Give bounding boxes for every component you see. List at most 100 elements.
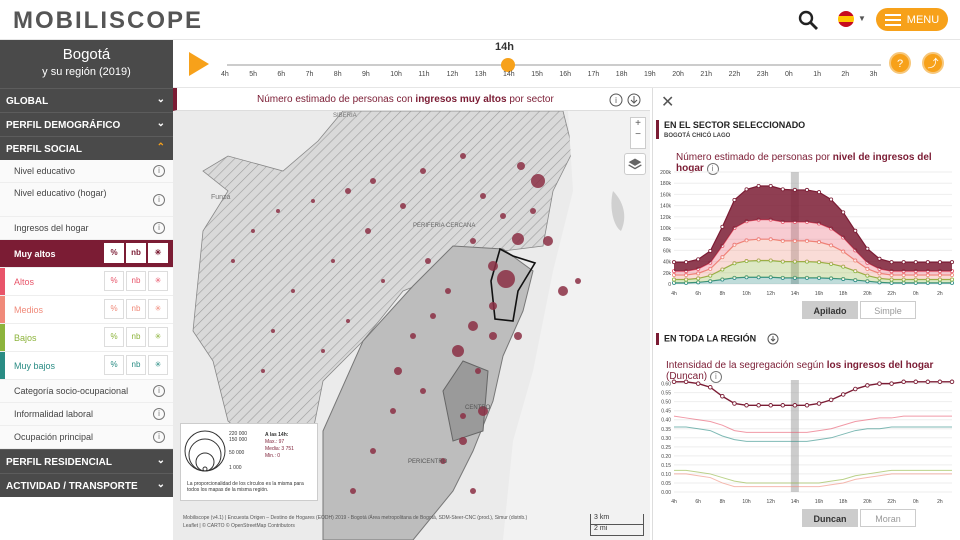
map-circle[interactable] xyxy=(514,332,522,340)
data-point[interactable] xyxy=(683,379,689,385)
data-point[interactable] xyxy=(732,261,737,266)
section-social[interactable]: PERFIL SOCIAL ⌃ xyxy=(0,136,173,160)
sidebar-item-cat-socio[interactable]: Categoría socio-ocupacional i xyxy=(0,380,173,403)
number-button[interactable]: nb xyxy=(126,355,146,375)
category-item[interactable]: Muy bajos % nb ✳ xyxy=(0,352,173,380)
data-point[interactable] xyxy=(949,260,954,265)
timeline-track[interactable] xyxy=(227,64,881,66)
category-item[interactable]: Altos % nb ✳ xyxy=(0,268,173,296)
map-circle[interactable] xyxy=(440,458,446,464)
data-point[interactable] xyxy=(720,255,725,260)
city-header[interactable]: Bogotá y su región (2019) xyxy=(0,40,173,88)
map-circle[interactable] xyxy=(500,213,506,219)
zoom-in-button[interactable]: + xyxy=(635,118,641,129)
data-point[interactable] xyxy=(829,276,834,281)
data-point[interactable] xyxy=(792,275,797,280)
data-point[interactable] xyxy=(671,273,676,278)
data-point[interactable] xyxy=(925,379,931,385)
download-icon[interactable] xyxy=(767,333,779,345)
data-point[interactable] xyxy=(889,273,894,278)
sidebar-item-ocupacion[interactable]: Ocupación principal i xyxy=(0,426,173,449)
data-point[interactable] xyxy=(804,238,809,243)
data-point[interactable] xyxy=(841,276,846,281)
map-circle[interactable] xyxy=(231,259,235,263)
data-point[interactable] xyxy=(696,271,701,276)
data-point[interactable] xyxy=(744,403,749,408)
data-point[interactable] xyxy=(816,401,822,406)
data-point[interactable] xyxy=(780,275,785,280)
data-point[interactable] xyxy=(804,259,809,264)
data-point[interactable] xyxy=(744,259,749,264)
play-icon[interactable] xyxy=(189,52,209,76)
data-point[interactable] xyxy=(780,259,785,264)
timeline-tick[interactable]: 23h xyxy=(756,71,769,78)
map-circle[interactable] xyxy=(251,229,255,233)
data-point[interactable] xyxy=(937,379,943,385)
data-point[interactable] xyxy=(949,379,955,385)
timeline-tick[interactable]: 4h xyxy=(221,71,229,78)
segregation-button[interactable]: ✳ xyxy=(148,355,168,375)
map-circle[interactable] xyxy=(445,288,451,294)
segregation-button[interactable]: ✳ xyxy=(148,271,168,291)
section-residencial[interactable]: PERFIL RESIDENCIAL ⌄ xyxy=(0,449,173,473)
map-circle[interactable] xyxy=(331,259,335,263)
map-circle[interactable] xyxy=(475,368,481,374)
timeline-tick[interactable]: 0h xyxy=(785,71,793,78)
map-circle[interactable] xyxy=(489,302,497,310)
data-point[interactable] xyxy=(817,260,822,265)
data-point[interactable] xyxy=(949,277,954,282)
data-point[interactable] xyxy=(792,403,798,408)
share-button[interactable]: ⤴ xyxy=(922,52,944,74)
info-icon[interactable]: i xyxy=(153,165,165,177)
map-circle[interactable] xyxy=(420,388,426,394)
timeline-tick[interactable]: 15h xyxy=(531,71,543,78)
data-point[interactable] xyxy=(937,277,942,282)
data-point[interactable] xyxy=(913,273,918,278)
data-point[interactable] xyxy=(949,273,954,278)
data-point[interactable] xyxy=(756,258,761,263)
info-icon[interactable]: i xyxy=(153,408,165,420)
data-point[interactable] xyxy=(684,277,689,282)
info-icon[interactable]: i xyxy=(706,163,719,175)
data-point[interactable] xyxy=(756,183,761,188)
data-point[interactable] xyxy=(768,403,773,408)
data-point[interactable] xyxy=(720,267,725,272)
map-circle[interactable] xyxy=(400,203,406,209)
data-point[interactable] xyxy=(684,260,689,265)
data-point[interactable] xyxy=(829,261,834,266)
segregation-button[interactable]: ✳ xyxy=(148,243,168,263)
map-circle[interactable] xyxy=(410,333,416,339)
data-point[interactable] xyxy=(684,273,689,278)
data-point[interactable] xyxy=(865,273,870,278)
simple-toggle-button[interactable]: Simple xyxy=(860,301,916,319)
map-circle[interactable] xyxy=(517,162,525,170)
data-point[interactable] xyxy=(732,401,737,406)
map-circle[interactable] xyxy=(261,369,265,373)
info-icon[interactable]: i xyxy=(709,371,722,383)
number-button[interactable]: nb xyxy=(126,299,146,319)
map-circle[interactable] xyxy=(470,488,476,494)
data-point[interactable] xyxy=(865,279,870,284)
data-point[interactable] xyxy=(792,259,797,264)
map-circle[interactable] xyxy=(291,289,295,293)
map-circle[interactable] xyxy=(468,321,478,331)
data-point[interactable] xyxy=(840,392,846,397)
timeline-tick[interactable]: 17h xyxy=(587,71,600,78)
percent-button[interactable]: % xyxy=(104,271,124,291)
map-circle[interactable] xyxy=(575,278,581,284)
data-point[interactable] xyxy=(853,386,858,392)
data-point[interactable] xyxy=(780,238,785,243)
timeline-tick[interactable]: 19h xyxy=(644,71,656,78)
download-icon[interactable] xyxy=(627,93,641,107)
map-circle[interactable] xyxy=(558,286,568,296)
map-circle[interactable] xyxy=(321,349,325,353)
data-point[interactable] xyxy=(671,379,677,385)
duncan-toggle-button[interactable]: Duncan xyxy=(802,509,858,527)
map-circle[interactable] xyxy=(452,345,464,357)
data-point[interactable] xyxy=(708,266,713,271)
percent-button[interactable]: % xyxy=(104,299,124,319)
data-point[interactable] xyxy=(696,280,701,285)
data-point[interactable] xyxy=(744,275,749,280)
category-item[interactable]: Medios % nb ✳ xyxy=(0,296,173,324)
data-point[interactable] xyxy=(889,277,894,282)
